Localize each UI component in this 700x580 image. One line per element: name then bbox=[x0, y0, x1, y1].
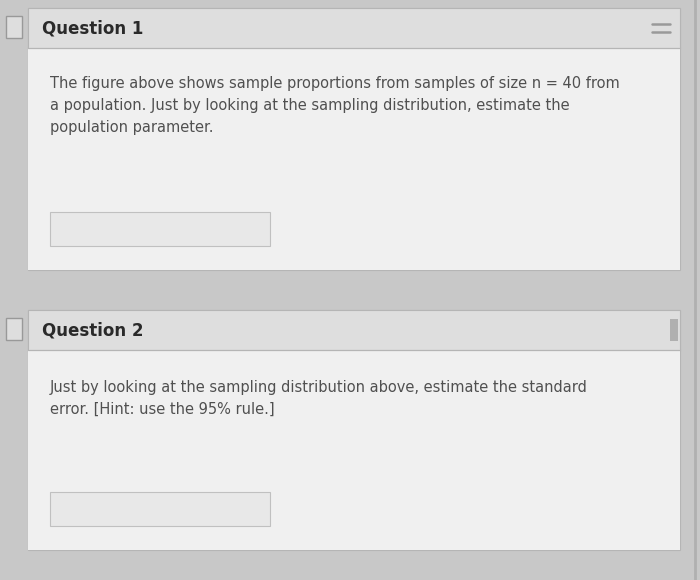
Bar bbox=[50, 212, 270, 246]
Bar bbox=[670, 319, 678, 341]
Text: The figure above shows sample proportions from samples of size n = 40 from: The figure above shows sample proportion… bbox=[50, 76, 620, 91]
Text: Just by looking at the sampling distribution above, estimate the standard: Just by looking at the sampling distribu… bbox=[50, 380, 588, 395]
Bar bbox=[28, 8, 680, 48]
Text: a population. Just by looking at the sampling distribution, estimate the: a population. Just by looking at the sam… bbox=[50, 98, 570, 113]
Bar bbox=[28, 310, 680, 550]
Bar bbox=[28, 350, 680, 550]
Bar bbox=[28, 310, 680, 350]
Bar bbox=[28, 48, 680, 270]
Text: error. [Hint: use the 95% rule.]: error. [Hint: use the 95% rule.] bbox=[50, 402, 274, 417]
Bar bbox=[6, 16, 22, 38]
Text: Question 1: Question 1 bbox=[42, 19, 144, 37]
Text: Question 2: Question 2 bbox=[42, 321, 144, 339]
Bar bbox=[28, 8, 680, 270]
Bar bbox=[6, 318, 22, 340]
Bar bbox=[50, 492, 270, 526]
Text: population parameter.: population parameter. bbox=[50, 120, 213, 135]
